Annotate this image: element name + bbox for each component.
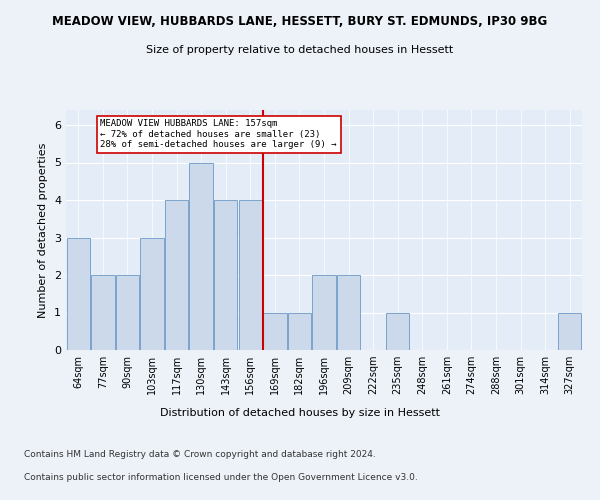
Text: Size of property relative to detached houses in Hessett: Size of property relative to detached ho…: [146, 45, 454, 55]
Text: Contains HM Land Registry data © Crown copyright and database right 2024.: Contains HM Land Registry data © Crown c…: [24, 450, 376, 459]
Bar: [67, 238, 90, 350]
Bar: [214, 200, 238, 350]
Bar: [337, 275, 360, 350]
Bar: [190, 162, 213, 350]
Bar: [140, 238, 164, 350]
Bar: [91, 275, 115, 350]
Text: Contains public sector information licensed under the Open Government Licence v3: Contains public sector information licen…: [24, 472, 418, 482]
Y-axis label: Number of detached properties: Number of detached properties: [38, 142, 49, 318]
Bar: [239, 200, 262, 350]
Bar: [288, 312, 311, 350]
Text: MEADOW VIEW, HUBBARDS LANE, HESSETT, BURY ST. EDMUNDS, IP30 9BG: MEADOW VIEW, HUBBARDS LANE, HESSETT, BUR…: [52, 15, 548, 28]
Bar: [263, 312, 287, 350]
Bar: [165, 200, 188, 350]
Text: MEADOW VIEW HUBBARDS LANE: 157sqm
← 72% of detached houses are smaller (23)
28% : MEADOW VIEW HUBBARDS LANE: 157sqm ← 72% …: [100, 120, 337, 149]
Bar: [313, 275, 335, 350]
Bar: [386, 312, 409, 350]
Text: Distribution of detached houses by size in Hessett: Distribution of detached houses by size …: [160, 408, 440, 418]
Bar: [116, 275, 139, 350]
Bar: [558, 312, 581, 350]
